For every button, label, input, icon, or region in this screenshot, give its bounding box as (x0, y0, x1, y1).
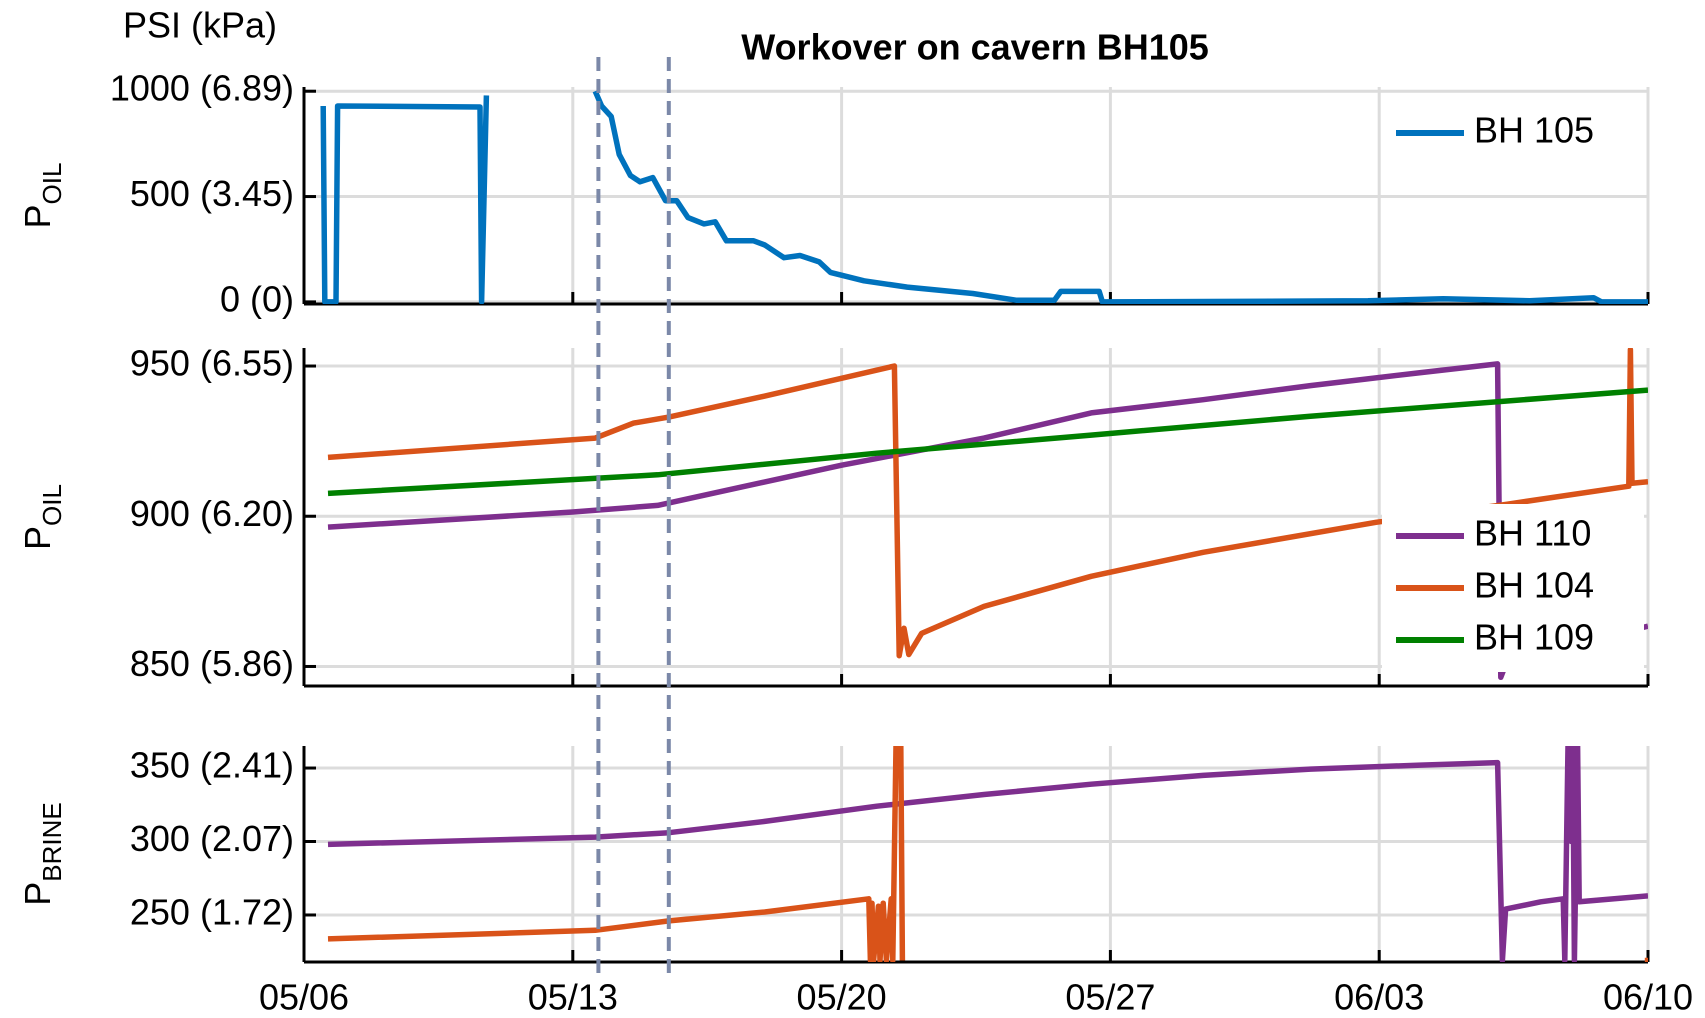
series-line (327, 746, 1648, 962)
x-tick-label: 05/06 (259, 977, 349, 1018)
legend-label: BH 110 (1474, 513, 1591, 554)
y-label-sub: BRINE (37, 802, 67, 881)
x-tick-label: 05/20 (797, 977, 887, 1018)
y-tick-label: 1000 (6.89) (110, 68, 294, 109)
y-tick-label: 500 (3.45) (130, 173, 294, 214)
y-label-main: P (17, 204, 58, 228)
y-label-main: P (17, 882, 58, 906)
x-tick-label: 06/10 (1603, 977, 1693, 1018)
chart-title: Workover on cavern BH105 (741, 27, 1209, 68)
y-tick-label: 350 (2.41) (130, 745, 294, 786)
y-axis-label: POIL (17, 163, 67, 229)
y-label-sub: OIL (37, 484, 67, 526)
legend-label: BH 105 (1474, 110, 1594, 151)
y-tick-label: 250 (1.72) (130, 891, 294, 932)
units-label: PSI (kPa) (123, 5, 277, 46)
y-tick-label: 900 (6.20) (130, 493, 294, 534)
x-tick-label: 05/27 (1065, 977, 1155, 1018)
x-tick-label: 05/13 (528, 977, 618, 1018)
y-label-sub: OIL (37, 163, 67, 205)
y-axis-label: PBRINE (17, 802, 67, 905)
plot-area (320, 90, 1648, 304)
y-axis-label: POIL (17, 484, 67, 550)
y-tick-label: 300 (2.07) (130, 818, 294, 859)
legend-label: BH 109 (1474, 617, 1594, 658)
y-tick-label: 850 (5.86) (130, 643, 294, 684)
series-line (327, 746, 1648, 962)
plot-area (327, 746, 1648, 962)
legend-label: BH 104 (1474, 565, 1594, 606)
y-tick-label: 0 (0) (220, 278, 294, 319)
series-line (327, 387, 1648, 497)
series-line (320, 90, 1648, 304)
x-tick-label: 06/03 (1334, 977, 1424, 1018)
y-label-main: P (17, 526, 58, 550)
y-tick-label: 950 (6.55) (130, 343, 294, 384)
